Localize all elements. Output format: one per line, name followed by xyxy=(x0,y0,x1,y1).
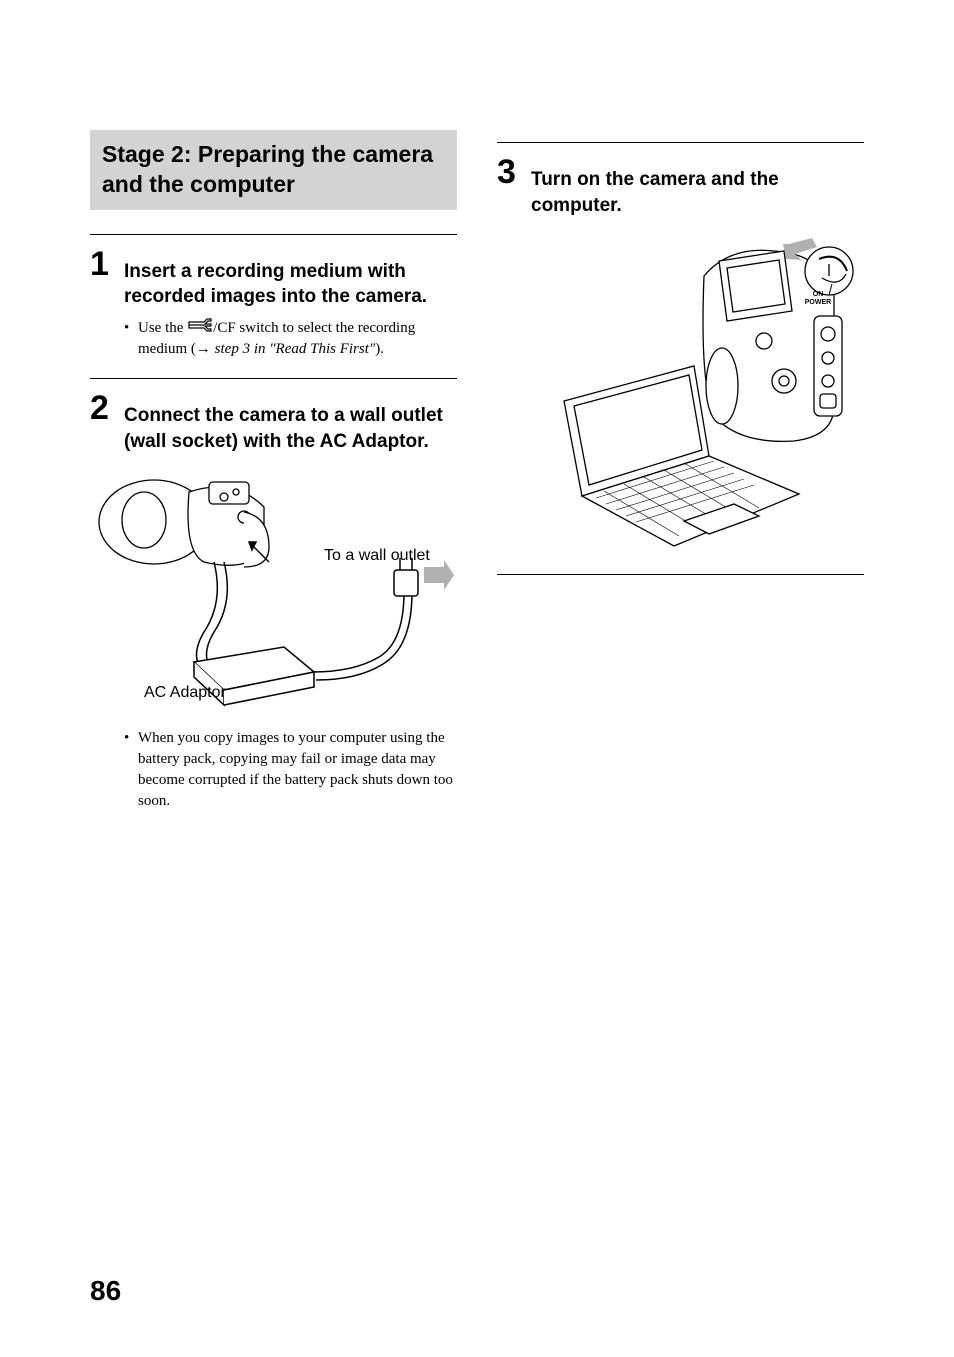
step-2-number: 2 xyxy=(90,391,116,425)
camera-adaptor-illustration: To a wall outlet AC Adaptor xyxy=(94,462,454,712)
bullet-dot: • xyxy=(124,318,132,360)
step-1-number: 1 xyxy=(90,247,116,281)
label-power: POWER xyxy=(805,299,831,306)
divider xyxy=(90,234,457,235)
bullet-arrow: → xyxy=(196,341,211,357)
step-3-head: 3 Turn on the camera and the computer. xyxy=(497,155,864,218)
step-3-number: 3 xyxy=(497,155,523,189)
step-1-bullet-text: Use the /CF switch to select the recordi… xyxy=(138,318,457,360)
page-number: 86 xyxy=(90,1275,121,1307)
step-1-bullet: • Use the /CF switch to select the recor… xyxy=(124,318,457,360)
step-1-title: Insert a recording medium with recorded … xyxy=(124,247,457,310)
step-1-head: 1 Insert a recording medium with recorde… xyxy=(90,247,457,310)
step-2-head: 2 Connect the camera to a wall outlet (w… xyxy=(90,391,457,454)
divider xyxy=(497,574,864,575)
bullet-italic: step 3 in "Read This First" xyxy=(211,341,375,357)
divider xyxy=(90,378,457,379)
stage-title: Stage 2: Preparing the camera and the co… xyxy=(102,140,445,200)
step-3-illustration: ON POWER xyxy=(497,226,864,556)
camera-laptop-illustration: ON POWER xyxy=(534,226,864,556)
arrow-icon xyxy=(424,560,454,590)
step-2-illustration: To a wall outlet AC Adaptor xyxy=(90,462,457,712)
step-3: 3 Turn on the camera and the computer. xyxy=(497,155,864,556)
label-ac-adaptor: AC Adaptor xyxy=(144,684,227,701)
bullet-pre: Use the xyxy=(138,320,187,336)
memorystick-icon xyxy=(187,318,213,339)
step-2-bullet-text: When you copy images to your computer us… xyxy=(138,728,457,812)
step-1: 1 Insert a recording medium with recorde… xyxy=(90,247,457,360)
label-wall-outlet: To a wall outlet xyxy=(324,547,430,564)
right-column: 3 Turn on the camera and the computer. xyxy=(497,130,864,830)
step-2-bullet: • When you copy images to your computer … xyxy=(124,728,457,812)
divider xyxy=(497,142,864,143)
bullet-close: ). xyxy=(375,341,384,357)
label-on: ON xyxy=(813,291,824,298)
step-3-title: Turn on the camera and the computer. xyxy=(531,155,864,218)
step-2: 2 Connect the camera to a wall outlet (w… xyxy=(90,391,457,812)
left-column: Stage 2: Preparing the camera and the co… xyxy=(90,130,457,830)
stage-header: Stage 2: Preparing the camera and the co… xyxy=(90,130,457,210)
bullet-dot: • xyxy=(124,728,132,812)
step-2-title: Connect the camera to a wall outlet (wal… xyxy=(124,391,457,454)
